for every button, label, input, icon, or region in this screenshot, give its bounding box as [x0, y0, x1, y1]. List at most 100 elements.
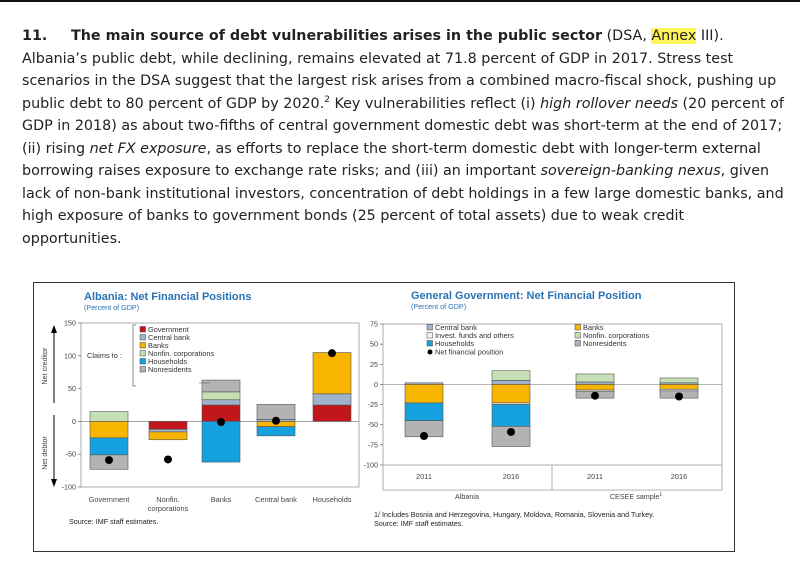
left-legend-label-nonresidents: Nonresidents — [148, 365, 192, 374]
right-bar-nonfin-corporations — [659, 377, 699, 384]
right-ytick-label: -75 — [368, 440, 378, 449]
body-text-2: Key vulnerabilities reflect (i) — [329, 95, 541, 112]
right-ytick-label: -25 — [368, 400, 378, 409]
left-legend-label-government: Government — [148, 325, 189, 334]
right-source: Source: IMF staff estimates. — [374, 519, 463, 528]
right-bar-banks — [659, 384, 699, 390]
left-bar-households — [89, 437, 129, 456]
left-legend-swatch-nonfin-corporations — [139, 350, 146, 357]
right-chart-title: General Government: Net Financial Positi… — [411, 290, 642, 302]
left-bar-households — [256, 426, 296, 437]
right-bar-households — [404, 402, 444, 421]
left-legend-label-households: Households — [148, 357, 187, 366]
right-legend-swatch-invest-funds-and-others — [426, 332, 433, 339]
net-debtor-arrowhead — [51, 479, 57, 487]
left-net-position-dot — [164, 455, 172, 464]
left-legend-label-nonfin-corporations: Nonfin. corporations — [148, 349, 214, 358]
figure-box: Albania: Net Financial Positions (Percen… — [33, 282, 735, 552]
right-bar-nonfin-corporations — [491, 370, 531, 381]
left-legend-swatch-central-bank — [139, 334, 146, 341]
footnote-ref[interactable]: 2 — [324, 94, 330, 105]
right-bar-households — [491, 404, 531, 427]
left-bar-nonfin-corporations — [89, 411, 129, 422]
group-footnote-mark: 1 — [659, 492, 662, 498]
left-net-position-dot — [272, 416, 280, 425]
left-plot-frame — [80, 322, 360, 488]
figure-svg: Albania: Net Financial Positions (Percen… — [40, 290, 723, 528]
left-bar-government — [312, 404, 352, 422]
left-bar-central-bank — [201, 399, 241, 406]
left-net-position-dot — [217, 418, 225, 427]
left-bar-banks — [148, 431, 188, 441]
net-creditor-arrowhead — [51, 325, 57, 333]
right-year-label: 2016 — [671, 472, 687, 481]
right-legend-label-households: Households — [435, 339, 474, 348]
right-net-position-dot — [420, 431, 428, 440]
right-ytick-label: 25 — [370, 360, 378, 369]
left-bar-central-bank — [148, 428, 188, 433]
right-bar-central-bank — [491, 380, 531, 385]
body-text-3: (20 percent of GDP in 2018) as about two… — [22, 95, 784, 157]
right-bar-nonfin-corporations — [575, 373, 615, 383]
right-legend-label-net-financial-position: Net financial position — [435, 348, 503, 357]
left-chart: -100 -50 0 50 100 150 Government Nonfin.corpora… — [51, 319, 360, 513]
left-ytick-label: 50 — [68, 384, 76, 393]
italic-fx: net FX exposure — [89, 140, 207, 157]
left-ytick-label: -100 — [62, 483, 76, 492]
left-ytick-label: 0 — [72, 417, 76, 426]
right-footnote: 1/ Includes Bosnia and Herzegovina, Hung… — [374, 510, 654, 519]
right-bar-banks — [575, 384, 615, 391]
right-ytick-label: -50 — [368, 420, 378, 429]
right-plot-frame — [382, 323, 723, 466]
right-legend-label-nonfin-corporations: Nonfin. corporations — [583, 331, 649, 340]
claims-bracket — [132, 324, 136, 387]
group-label-cesee-text: CESEE sample — [610, 492, 660, 501]
right-ytick-label: 50 — [370, 340, 378, 349]
body-text-5: , given lack of non-bank institutional i… — [22, 163, 784, 247]
left-bar-banks — [312, 352, 352, 395]
left-bar-central-bank — [312, 393, 352, 406]
left-bar-government — [148, 421, 188, 430]
right-legend-label-invest-funds-and-others: Invest. funds and others — [435, 331, 514, 340]
left-category-label: Government — [89, 495, 130, 504]
left-category-label: Banks — [211, 495, 232, 504]
left-bar-nonfin-corporations — [201, 391, 241, 401]
right-legend-label-central-bank: Central bank — [435, 323, 477, 332]
left-legend-swatch-nonresidents — [139, 366, 146, 373]
right-year-label: 2011 — [587, 472, 603, 481]
right-net-position-dot — [507, 427, 515, 436]
left-chart-title: Albania: Net Financial Positions — [84, 291, 251, 303]
right-legend-swatch-nonresidents — [574, 340, 581, 347]
left-net-position-dot — [328, 349, 336, 358]
right-year-label: 2016 — [503, 472, 519, 481]
right-legend-label-banks: Banks — [583, 323, 604, 332]
right-net-position-dot — [591, 391, 599, 400]
italic-rollover: high rollover needs — [540, 95, 679, 112]
right-legend-swatch-households — [426, 340, 433, 347]
group-label-albania: Albania — [455, 492, 479, 501]
lead-tail-2: III). — [696, 28, 724, 44]
body-text-4: , as efforts to replace the short-term d… — [22, 140, 761, 180]
right-bar-central-bank — [575, 381, 615, 385]
left-legend-swatch-banks — [139, 342, 146, 349]
left-ylabel-top: Net creditor — [40, 347, 49, 385]
left-bar-banks — [89, 421, 129, 439]
left-category-label: Central bank — [255, 495, 297, 504]
right-bar-banks — [404, 384, 444, 404]
group-label-cesee: CESEE sample1 — [610, 492, 663, 501]
right-ytick-label: 75 — [370, 320, 378, 329]
paragraph-11: 11. The main source of debt vulnerabiliti… — [22, 25, 787, 250]
right-ytick-label: 0 — [374, 380, 378, 389]
claims-to-label: Claims to : — [87, 351, 122, 360]
top-rule — [0, 0, 800, 2]
right-legend-swatch-central-bank — [426, 324, 433, 331]
left-bar-nonresidents — [201, 379, 241, 393]
lead-tail-1: (DSA, — [602, 28, 652, 44]
body-text-1: Albania’s public debt, while declining, … — [22, 50, 777, 112]
left-category-label: corporations — [148, 504, 189, 513]
right-bar-nonresidents — [491, 426, 531, 447]
right-chart: -100 -75 -50 -25 0 25 50 75 2011 2016 2011 2016 Cent… — [364, 320, 723, 491]
left-legend-swatch-households — [139, 358, 146, 365]
right-legend-label-nonresidents: Nonresidents — [583, 339, 627, 348]
left-chart-subtitle: (Percent of GDP) — [84, 303, 139, 312]
